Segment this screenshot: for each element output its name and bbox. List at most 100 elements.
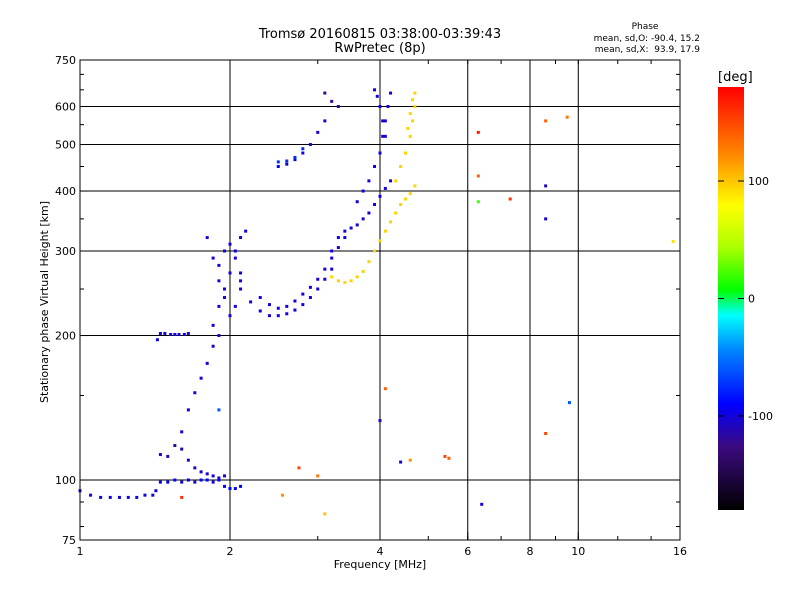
data-point	[239, 279, 243, 283]
data-point	[293, 308, 297, 312]
data-point	[544, 184, 548, 188]
data-point	[343, 229, 347, 233]
data-point	[228, 242, 232, 246]
data-point	[205, 478, 209, 482]
data-point	[233, 256, 237, 260]
chart-subtitle: RwPretec (8p)	[334, 41, 426, 56]
data-point	[447, 456, 451, 460]
data-point	[355, 275, 359, 279]
data-point	[180, 495, 184, 499]
data-point	[301, 151, 305, 155]
data-point	[544, 432, 548, 436]
data-point	[108, 495, 112, 499]
data-point	[233, 487, 237, 491]
data-point	[293, 155, 297, 159]
data-point	[336, 105, 340, 109]
data-point	[276, 314, 280, 318]
data-point	[169, 332, 173, 336]
data-point	[386, 105, 390, 109]
data-point	[180, 447, 184, 451]
data-point	[308, 296, 312, 300]
data-point	[276, 164, 280, 168]
data-point	[173, 478, 177, 482]
data-point	[297, 466, 301, 470]
data-point	[135, 495, 139, 499]
data-point	[476, 174, 480, 178]
data-point	[399, 164, 403, 168]
data-point	[217, 478, 221, 482]
data-point	[199, 478, 203, 482]
data-point	[244, 229, 248, 233]
data-point	[361, 269, 365, 273]
data-point	[544, 217, 548, 221]
data-point	[217, 408, 221, 412]
data-point	[567, 401, 571, 405]
data-point	[330, 267, 334, 271]
data-point	[186, 478, 190, 482]
data-point	[267, 303, 271, 307]
data-point	[408, 112, 412, 116]
data-point	[228, 271, 232, 275]
x-tick-label: 10	[571, 545, 585, 558]
data-point	[443, 454, 447, 458]
y-tick-label: 100	[55, 474, 76, 487]
data-points	[78, 88, 675, 516]
data-point	[173, 332, 177, 336]
data-point	[336, 236, 340, 240]
data-point	[126, 495, 130, 499]
data-point	[406, 126, 410, 130]
y-tick-label: 600	[55, 101, 76, 114]
data-point	[373, 88, 377, 92]
colorbar-unit-label: [deg]	[718, 70, 753, 85]
data-point	[155, 338, 159, 342]
data-point	[408, 458, 412, 462]
data-point	[180, 430, 184, 434]
data-point	[217, 334, 221, 338]
data-point	[330, 275, 334, 279]
x-axis-label: Frequency [MHz]	[334, 558, 426, 571]
data-point	[408, 134, 412, 138]
data-point	[276, 160, 280, 164]
data-point	[323, 91, 327, 95]
data-point	[383, 186, 387, 190]
data-point	[267, 314, 271, 318]
data-point	[381, 119, 385, 123]
data-point	[211, 256, 215, 260]
data-point	[293, 158, 297, 162]
data-point	[228, 314, 232, 318]
data-point	[117, 495, 121, 499]
data-point	[233, 249, 237, 253]
data-point	[671, 240, 675, 244]
data-point	[408, 192, 412, 196]
data-point	[182, 332, 186, 336]
data-point	[158, 331, 162, 335]
data-point	[399, 202, 403, 206]
data-point	[323, 512, 327, 516]
data-point	[544, 119, 548, 123]
x-tick-label: 4	[377, 545, 384, 558]
data-point	[228, 487, 232, 491]
colorbar-tick-label: -100	[748, 410, 773, 423]
data-point	[375, 94, 379, 98]
data-point	[233, 304, 237, 308]
data-point	[308, 143, 312, 147]
data-point	[373, 202, 377, 206]
data-point	[323, 267, 327, 271]
grid-lines	[80, 60, 680, 540]
data-point	[217, 279, 221, 283]
colorbar-tick-label: 100	[748, 175, 769, 188]
data-point	[378, 239, 382, 243]
data-point	[158, 480, 162, 484]
data-point	[349, 226, 353, 230]
data-point	[211, 480, 215, 484]
data-point	[330, 256, 334, 260]
data-point	[301, 303, 305, 307]
data-point	[413, 91, 417, 95]
data-point	[383, 387, 387, 391]
data-point	[143, 493, 147, 497]
data-point	[316, 287, 320, 291]
data-point	[211, 323, 215, 327]
colorbar-ticks: 100 0 -100	[718, 175, 773, 423]
data-point	[389, 220, 393, 224]
